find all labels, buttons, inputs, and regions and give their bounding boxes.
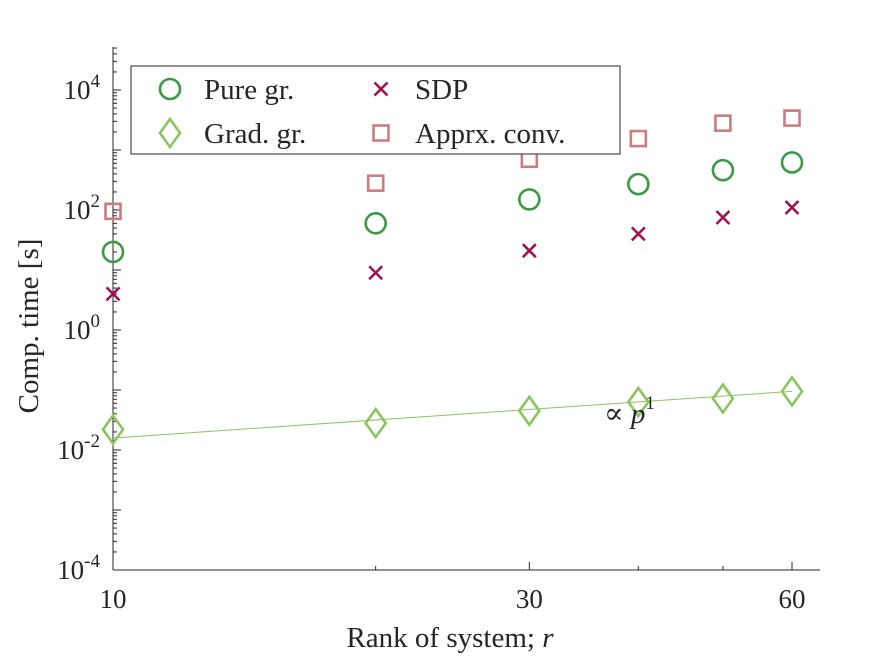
point-grad-gr — [364, 406, 388, 440]
legend-label-apprx-conv: Apprx. conv. — [415, 118, 565, 150]
legend-marker-grad-gr — [158, 116, 182, 150]
point-apprx-conv — [366, 174, 385, 192]
y-axis-label: Comp. time [s] — [13, 239, 45, 414]
point-sdp — [368, 265, 384, 281]
point-sdp — [521, 243, 537, 259]
point-apprx-conv — [104, 202, 122, 221]
x-axis-label: Rank of system; r — [346, 622, 554, 654]
fit-line-group — [112, 390, 793, 439]
y-tick-label: 100 — [64, 311, 101, 345]
point-sdp — [715, 210, 731, 225]
fit-line-label: ∝ p1 — [604, 393, 655, 430]
legend-label-grad-gr: Grad. gr. — [204, 118, 306, 150]
fit-line — [112, 390, 793, 439]
point-sdp — [630, 226, 646, 242]
x-tick-label: 10 — [100, 584, 127, 614]
point-grad-gr — [711, 382, 735, 415]
point-pure-gr — [518, 188, 541, 211]
point-sdp — [105, 286, 121, 302]
y-tick-label: 102 — [64, 191, 101, 225]
point-grad-gr — [517, 394, 541, 428]
x-tick-label: 30 — [516, 584, 543, 614]
point-sdp — [784, 200, 800, 215]
point-grad-gr — [626, 385, 650, 419]
legend-marker-apprx-conv — [372, 124, 390, 142]
point-apprx-conv — [783, 109, 801, 127]
legend-marker-pure-gr — [158, 77, 182, 101]
point-pure-gr — [711, 158, 735, 182]
point-pure-gr — [101, 240, 125, 264]
x-tick-label: 60 — [779, 584, 806, 614]
point-apprx-conv — [714, 114, 732, 132]
point-grad-gr — [780, 375, 804, 408]
legend-label-sdp: SDP — [415, 74, 468, 106]
y-tick-label: 104 — [64, 71, 101, 105]
axes — [112, 47, 820, 571]
legend: Pure gr. SDP Grad. gr. Apprx. conv. — [130, 65, 621, 155]
point-pure-gr — [627, 172, 650, 196]
data-marks — [101, 109, 804, 446]
y-tick-label: 10-4 — [57, 551, 100, 585]
legend-label-pure-gr: Pure gr. — [204, 74, 294, 106]
point-grad-gr — [101, 413, 125, 446]
point-pure-gr — [780, 151, 804, 174]
point-pure-gr — [364, 212, 387, 235]
legend-marker-sdp — [373, 81, 389, 97]
point-apprx-conv — [629, 129, 648, 148]
y-tick-label: 10-2 — [57, 431, 100, 465]
